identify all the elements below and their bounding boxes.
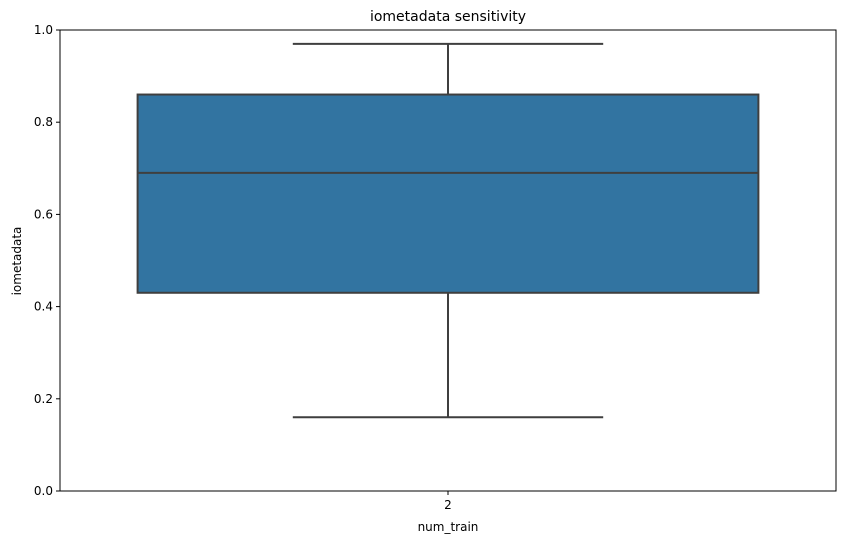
y-axis-label: iometadata [10,227,24,296]
box-iqr [136,93,760,294]
y-tick-label: 0.2 [34,392,53,406]
box-plot-marks [136,42,760,419]
x-axis-ticks: 2 [444,491,452,512]
x-tick-label: 2 [444,498,452,512]
y-tick-label: 0.6 [34,207,53,221]
chart-title: iometadata sensitivity [370,9,526,25]
y-tick-label: 0.4 [34,300,53,314]
x-axis-label: num_train [418,520,479,534]
y-tick-label: 1.0 [34,23,53,37]
y-tick-label: 0.0 [34,484,53,498]
plot-frame [59,29,837,492]
y-axis-ticks: 0.0 0.2 0.4 0.6 0.8 1.0 [34,23,60,498]
y-tick-label: 0.8 [34,115,53,129]
